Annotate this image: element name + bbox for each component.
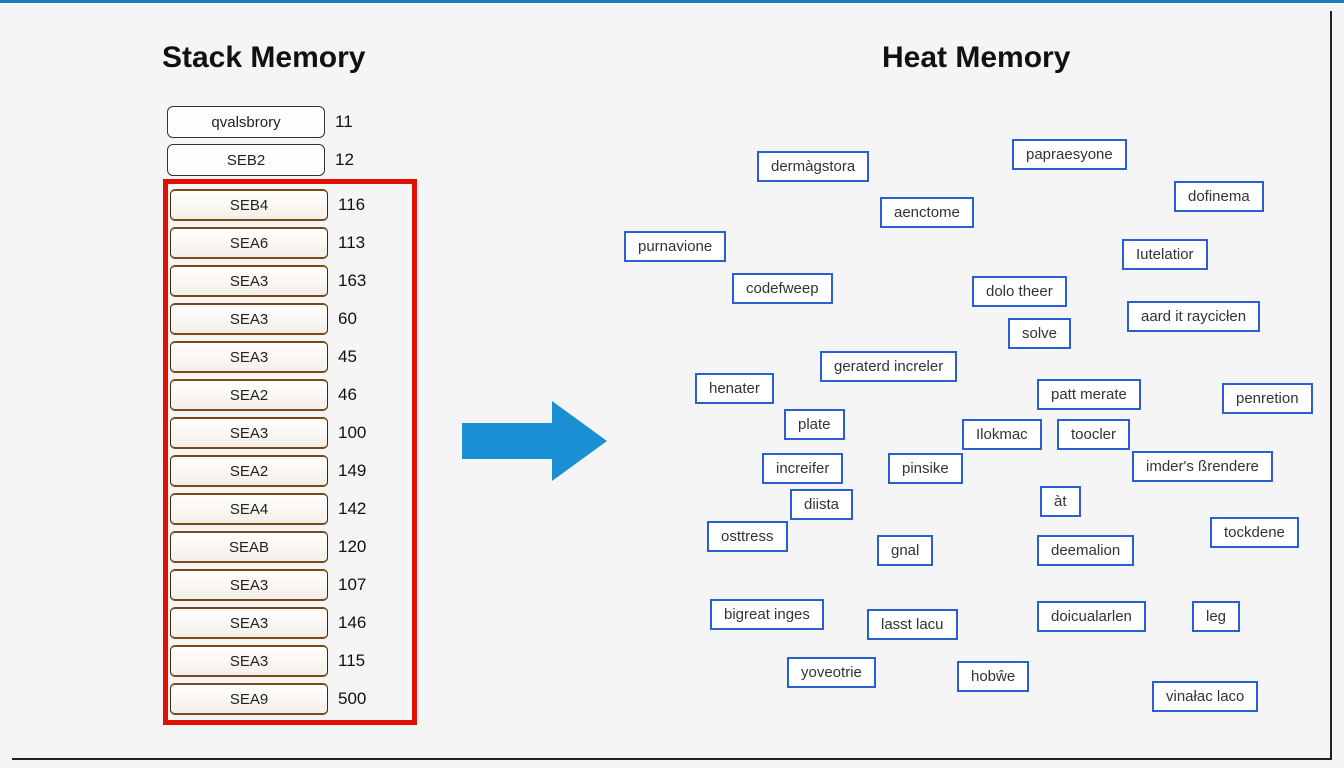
heap-box: toocler (1057, 419, 1130, 450)
heap-box: imder's ßrendere (1132, 451, 1273, 482)
stack-cell-label: SEB2 (167, 144, 325, 176)
stack-cell-value: 100 (328, 423, 382, 443)
stack-row: SEA3163 (170, 262, 412, 300)
heap-box: patt merate (1037, 379, 1141, 410)
stack-cell-label: SEA3 (170, 417, 328, 449)
heap-box: codefweep (732, 273, 833, 304)
heap-box: deemalion (1037, 535, 1134, 566)
heap-box: gnal (877, 535, 933, 566)
heap-box: increifer (762, 453, 843, 484)
stack-row: SEB212 (167, 141, 417, 179)
stack-cell-label: SEA3 (170, 303, 328, 335)
heap-box: pinsike (888, 453, 963, 484)
stack-cell-value: 500 (328, 689, 382, 709)
stack-cell-value: 163 (328, 271, 382, 291)
heap-box: Ilokmac (962, 419, 1042, 450)
heap-box: Iutelatior (1122, 239, 1208, 270)
heap-box: vinałac laco (1152, 681, 1258, 712)
heap-box: leg (1192, 601, 1240, 632)
stack-cell-value: 116 (328, 195, 382, 215)
stack-row: SEB4116 (170, 186, 412, 224)
stack-row: SEA3107 (170, 566, 412, 604)
stack-cell-value: 115 (328, 651, 382, 671)
stack-row: SEA360 (170, 300, 412, 338)
stack-row: SEA3115 (170, 642, 412, 680)
stack-cell-label: qvalsbrory (167, 106, 325, 138)
heap-box: hobŵe (957, 661, 1029, 692)
heap-heading: Heat Memory (882, 41, 1070, 75)
stack-cell-value: 149 (328, 461, 382, 481)
heap-box: àt (1040, 486, 1081, 517)
stack-cell-label: SEA3 (170, 265, 328, 297)
heap-box: doicualarlen (1037, 601, 1146, 632)
heap-box: diista (790, 489, 853, 520)
stack-cell-label: SEA9 (170, 683, 328, 715)
stack-cell-value: 11 (325, 112, 379, 132)
stack-row: qvalsbrory11 (167, 103, 417, 141)
heap-box: geraterd increler (820, 351, 957, 382)
heap-box: dolo theer (972, 276, 1067, 307)
stack-cell-label: SEA3 (170, 645, 328, 677)
stack-cell-value: 120 (328, 537, 382, 557)
stack-row: SEA345 (170, 338, 412, 376)
heap-box: plate (784, 409, 845, 440)
stack-row: SEA3100 (170, 414, 412, 452)
heap-box: yoveotrie (787, 657, 876, 688)
stack-cell-value: 142 (328, 499, 382, 519)
stack-cell-value: 45 (328, 347, 382, 367)
heap-box: aenctome (880, 197, 974, 228)
stack-row: SEAB120 (170, 528, 412, 566)
stack-cell-label: SEAB (170, 531, 328, 563)
stack-cell-value: 46 (328, 385, 382, 405)
stack-row: SEA246 (170, 376, 412, 414)
stack-cell-label: SEA4 (170, 493, 328, 525)
stack-cell-label: SEA2 (170, 455, 328, 487)
stack-cell-label: SEA3 (170, 341, 328, 373)
stack-highlight-frame: SEB4116SEA6113SEA3163SEA360SEA345SEA246S… (163, 179, 417, 725)
heap-box: bigreat inges (710, 599, 824, 630)
stack-cell-value: 146 (328, 613, 382, 633)
heap-box: osttress (707, 521, 788, 552)
stack-cell-label: SEA2 (170, 379, 328, 411)
stack-cell-value: 12 (325, 150, 379, 170)
heap-box: solve (1008, 318, 1071, 349)
stack-row: SEA2149 (170, 452, 412, 490)
arrow-icon (462, 401, 612, 481)
stack-row: SEA6113 (170, 224, 412, 262)
stack-row: SEA4142 (170, 490, 412, 528)
stack-row: SEA3146 (170, 604, 412, 642)
heap-box: penretion (1222, 383, 1313, 414)
stack-cell-label: SEA3 (170, 569, 328, 601)
stack-cell-value: 113 (328, 233, 382, 253)
heap-box: dofinema (1174, 181, 1264, 212)
heap-box: lasst lacu (867, 609, 958, 640)
stack-cell-value: 107 (328, 575, 382, 595)
heap-box: papraesyone (1012, 139, 1127, 170)
heap-box: henater (695, 373, 774, 404)
stack-heading: Stack Memory (162, 41, 365, 75)
diagram-canvas: Stack Memory Heat Memory qvalsbrory11SEB… (12, 11, 1332, 760)
heap-box: tockdene (1210, 517, 1299, 548)
stack-cell-label: SEA3 (170, 607, 328, 639)
stack-cell-label: SEB4 (170, 189, 328, 221)
stack-cell-label: SEA6 (170, 227, 328, 259)
heap-box: aard it raycicłen (1127, 301, 1260, 332)
heap-box: dermàgstora (757, 151, 869, 182)
stack-column: qvalsbrory11SEB212 SEB4116SEA6113SEA3163… (167, 103, 417, 725)
stack-row: SEA9500 (170, 680, 412, 718)
heap-box: purnavione (624, 231, 726, 262)
stack-cell-value: 60 (328, 309, 382, 329)
